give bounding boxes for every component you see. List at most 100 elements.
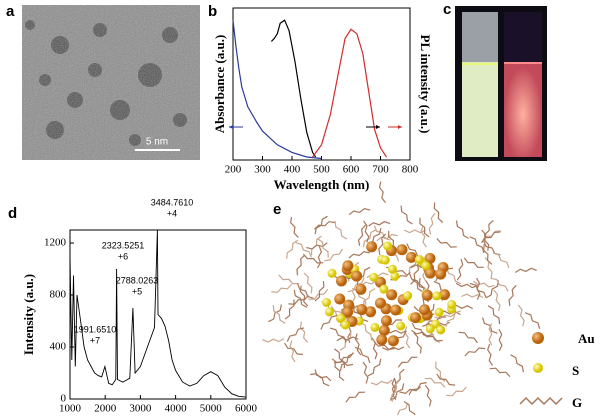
s-atom (396, 321, 406, 331)
ligand (370, 379, 393, 386)
ligand (446, 267, 462, 285)
ligand (404, 326, 411, 349)
ligand (299, 321, 309, 343)
peak-charge: +6 (118, 251, 128, 261)
s-atom (383, 241, 393, 251)
ligand (314, 281, 325, 302)
ligand (357, 224, 367, 246)
y2-axis-label: PL intensity (a.u.) (418, 35, 433, 134)
ligand (373, 341, 395, 351)
ligand (348, 208, 371, 216)
ligand (306, 242, 328, 250)
ligand (367, 358, 382, 377)
ligand (390, 377, 397, 400)
ligand (455, 282, 478, 289)
x-tick-label: 300 (254, 164, 271, 176)
legend-label: S (572, 363, 579, 378)
ligand (436, 373, 456, 386)
ligand (284, 342, 303, 356)
arrow-head (229, 125, 233, 129)
ligand (382, 346, 405, 351)
x-tick-label: 500 (313, 164, 330, 176)
au-atom (351, 270, 363, 282)
peak-charge: +7 (90, 335, 100, 345)
s-atom (369, 272, 379, 282)
ligand (293, 289, 308, 308)
ligand (391, 380, 400, 402)
ligand (422, 331, 443, 342)
ligand (345, 391, 366, 403)
legend-label: Au (578, 331, 595, 346)
ligand (299, 285, 309, 307)
peak-charge: +5 (132, 286, 142, 296)
ligand (411, 329, 433, 337)
y-tick-label: 1200 (44, 237, 67, 249)
ligand (314, 369, 330, 387)
ligand (334, 352, 354, 363)
x-tick-label: 800 (402, 164, 419, 176)
ligand (278, 274, 299, 285)
ligand (354, 346, 371, 364)
s-atom (336, 313, 346, 323)
ligand (498, 328, 503, 351)
au-atom (435, 268, 447, 280)
ligand (419, 217, 430, 238)
ligand (310, 372, 332, 382)
ligand (330, 305, 350, 319)
au-atom (366, 241, 378, 253)
ligand (476, 277, 481, 300)
ligand (334, 220, 348, 240)
ligand (483, 244, 493, 265)
ligand (316, 246, 323, 269)
ligand (362, 288, 376, 307)
ligand (288, 295, 309, 305)
ligand (362, 361, 369, 384)
ligand (446, 386, 467, 397)
ligand (391, 402, 409, 418)
s-atom (414, 255, 424, 265)
ligand (362, 229, 377, 248)
ligand (289, 340, 296, 363)
ligand (517, 304, 525, 327)
vial-photo (455, 6, 547, 161)
arrow-head (376, 125, 380, 129)
au-atom (335, 275, 347, 287)
ligand (363, 220, 370, 243)
au-atom (439, 289, 451, 301)
s-atom (425, 324, 435, 334)
tem-image: 5 nm (22, 5, 200, 160)
y-axis-label: Absorbance (a.u.) (212, 35, 227, 134)
ligand (368, 220, 391, 227)
ligand (376, 233, 398, 242)
y-axis-label: Intensity (a.u.) (21, 274, 36, 355)
ligand (433, 202, 444, 223)
cluster-structure (262, 181, 541, 420)
s-atom (325, 307, 335, 317)
ligand (490, 277, 509, 292)
s-atom (370, 322, 380, 332)
ligand (320, 314, 338, 330)
ligand (456, 258, 464, 281)
ligand (455, 220, 469, 240)
ligand (481, 229, 490, 251)
ligand (389, 383, 405, 401)
ligand (487, 343, 494, 366)
s-atom (380, 255, 390, 265)
au-atom (378, 324, 390, 336)
au-atom (386, 289, 398, 301)
ligand (268, 304, 282, 323)
au-atom (396, 244, 408, 256)
ligand (464, 347, 486, 357)
s-atom (327, 268, 337, 278)
panel-label: d (8, 205, 17, 222)
ligand (295, 242, 312, 258)
au-atom (387, 335, 399, 347)
s-atom (340, 320, 350, 330)
au-atom (356, 304, 368, 316)
data-line (232, 20, 322, 160)
ligand (403, 229, 426, 234)
panel-label: a (6, 3, 15, 20)
ligand (348, 251, 370, 259)
ligand (458, 331, 478, 344)
ligand (329, 327, 347, 343)
